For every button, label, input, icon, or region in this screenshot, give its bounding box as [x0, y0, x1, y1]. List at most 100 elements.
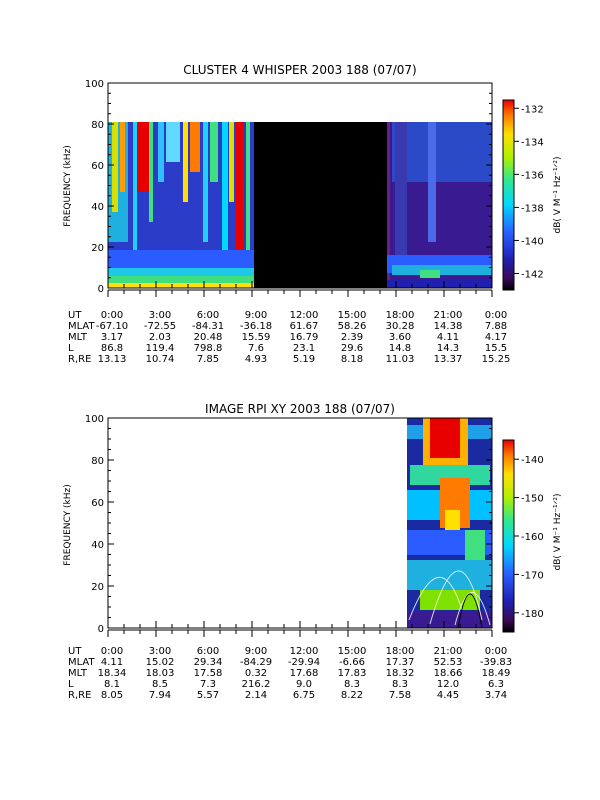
ephemeris-value: 119.4: [146, 343, 175, 354]
colorbar-tick-label: -160: [521, 532, 544, 543]
ephemeris-value: 12:00: [290, 310, 319, 321]
ephemeris-value: 18.34: [98, 668, 127, 679]
ephemeris-value: 0:00: [101, 310, 123, 321]
panel-1-segment-b: [387, 122, 492, 288]
panel-2-ephemeris-table: UT 0:00 3:00 6:00 9:00 12:00 15:00 18:00 21:00 0:…: [68, 646, 512, 701]
panel-1-spectrogram: [108, 83, 492, 288]
ephemeris-value: 58.26: [338, 321, 367, 332]
ephemeris-value: 8.22: [341, 690, 363, 701]
colorbar-tick-label: -140: [521, 236, 544, 247]
ephemeris-value: 18.49: [482, 668, 511, 679]
ephemeris-value: 15.02: [146, 657, 175, 668]
ephemeris-value: 52.53: [434, 657, 463, 668]
colorbar-tick-label: -150: [521, 494, 544, 505]
ephemeris-row-label: MLAT: [68, 321, 95, 332]
colorbar-tick-label: -170: [521, 570, 544, 581]
ephemeris-value: 3.60: [389, 332, 411, 343]
y-tick-label: 80: [91, 456, 104, 467]
ephemeris-value: 7.3: [200, 679, 216, 690]
colorbar-frame: [502, 99, 515, 291]
panel-1-ylabel: FREQUENCY (kHz): [63, 145, 73, 226]
panel-1-colorbar: -132 -134 -136 -138 -140 -142 dB( V M⁻¹ Hz⁻¹ᐟ…: [502, 99, 563, 291]
ephemeris-value: 61.67: [290, 321, 319, 332]
ephemeris-value: 8.1: [104, 679, 120, 690]
ephemeris-row-label: MLAT: [68, 657, 95, 668]
panel-1-title: CLUSTER 4 WHISPER 2003 188 (07/07): [183, 63, 416, 77]
ephemeris-value: -84.31: [192, 321, 224, 332]
colorbar-tick-label: -142: [521, 269, 544, 280]
ephemeris-value: 18:00: [386, 646, 415, 657]
ephemeris-value: 6.75: [293, 690, 315, 701]
ephemeris-row-label: MLT: [68, 332, 88, 343]
colorbar-tick-label: -136: [521, 170, 544, 181]
ephemeris-value: 4.93: [245, 354, 267, 365]
ephemeris-value: -29.94: [288, 657, 320, 668]
ephemeris-row-label: L: [68, 679, 74, 690]
ephemeris-value: 20.48: [194, 332, 223, 343]
ephemeris-value: 15.5: [485, 343, 507, 354]
ephemeris-value: 0:00: [485, 646, 507, 657]
ephemeris-value: 17.68: [290, 668, 319, 679]
ephemeris-value: 29.34: [194, 657, 223, 668]
y-tick-label: 20: [91, 243, 104, 254]
panel-2-colorbar-label: dB( V M⁻¹ Hz⁻¹ᐟ²): [553, 493, 563, 570]
ephemeris-value: 23.1: [293, 343, 315, 354]
ephemeris-value: 5.19: [293, 354, 315, 365]
ephemeris-value: 798.8: [194, 343, 223, 354]
ephemeris-value: 18:00: [386, 310, 415, 321]
ephemeris-value: 17.37: [386, 657, 415, 668]
ephemeris-value: 8.3: [392, 679, 408, 690]
ephemeris-value: 8.3: [344, 679, 360, 690]
colorbar-tick-label: -134: [521, 137, 544, 148]
panel-2-spectrogram: [407, 418, 492, 629]
ephemeris-value: 14.38: [434, 321, 463, 332]
ephemeris-row-label: L: [68, 343, 74, 354]
ephemeris-value: -84.29: [240, 657, 272, 668]
ephemeris-value: 8.5: [152, 679, 168, 690]
ephemeris-value: 3:00: [149, 646, 171, 657]
ephemeris-value: 4.11: [437, 332, 459, 343]
panel-2: IMAGE RPI XY 2003 188 (07/07) 0 20 40 60 80 1…: [63, 402, 563, 701]
panel-1-no-data-region: [254, 122, 387, 288]
panel-1: CLUSTER 4 WHISPER 2003 188 (07/07): [63, 63, 563, 365]
colorbar-tick-label: -138: [521, 203, 544, 214]
ephemeris-value: -36.18: [240, 321, 272, 332]
ephemeris-row-label: R,RE: [68, 690, 91, 701]
y-tick-label: 20: [91, 582, 104, 593]
ephemeris-value: 14.8: [389, 343, 411, 354]
panel-2-colorbar: -140 -150 -160 -170 -180 dB( V M⁻¹ Hz⁻¹ᐟ²): [502, 439, 563, 633]
ephemeris-value: 3:00: [149, 310, 171, 321]
ephemeris-value: 5.57: [197, 690, 219, 701]
ephemeris-value: 10.74: [146, 354, 175, 365]
ephemeris-row-label: MLT: [68, 668, 88, 679]
ephemeris-value: 18.66: [434, 668, 463, 679]
y-tick-label: 80: [91, 120, 104, 131]
y-tick-label: 60: [91, 498, 104, 509]
ephemeris-value: 4.11: [101, 657, 123, 668]
ephemeris-value: -67.10: [96, 321, 128, 332]
ephemeris-value: -72.55: [144, 321, 176, 332]
ephemeris-value: 2.14: [245, 690, 267, 701]
ephemeris-value: 17.83: [338, 668, 367, 679]
ephemeris-value: 6:00: [197, 646, 219, 657]
ephemeris-value: 15.59: [242, 332, 271, 343]
ephemeris-value: 9:00: [245, 646, 267, 657]
ephemeris-value: 0:00: [485, 310, 507, 321]
panel-1-colorbar-label: dB( V M⁻¹ Hz⁻¹ᐟ²): [553, 156, 563, 233]
colorbar-tick-label: -140: [521, 455, 544, 466]
ephemeris-row-label: UT: [68, 310, 82, 321]
ephemeris-value: 9:00: [245, 310, 267, 321]
ephemeris-row-label: UT: [68, 646, 82, 657]
panel-2-title: IMAGE RPI XY 2003 188 (07/07): [205, 402, 395, 416]
ephemeris-value: 21:00: [434, 646, 463, 657]
ephemeris-value: 6:00: [197, 310, 219, 321]
ephemeris-value: 7.94: [149, 690, 171, 701]
ephemeris-value: 2.39: [341, 332, 363, 343]
panel-2-ylabel: FREQUENCY (kHz): [63, 484, 73, 565]
ephemeris-value: 0:00: [101, 646, 123, 657]
ephemeris-value: 12:00: [290, 646, 319, 657]
y-tick-label: 0: [98, 624, 104, 635]
panel-1-segment-a: [108, 122, 254, 288]
ephemeris-value: -39.83: [480, 657, 512, 668]
